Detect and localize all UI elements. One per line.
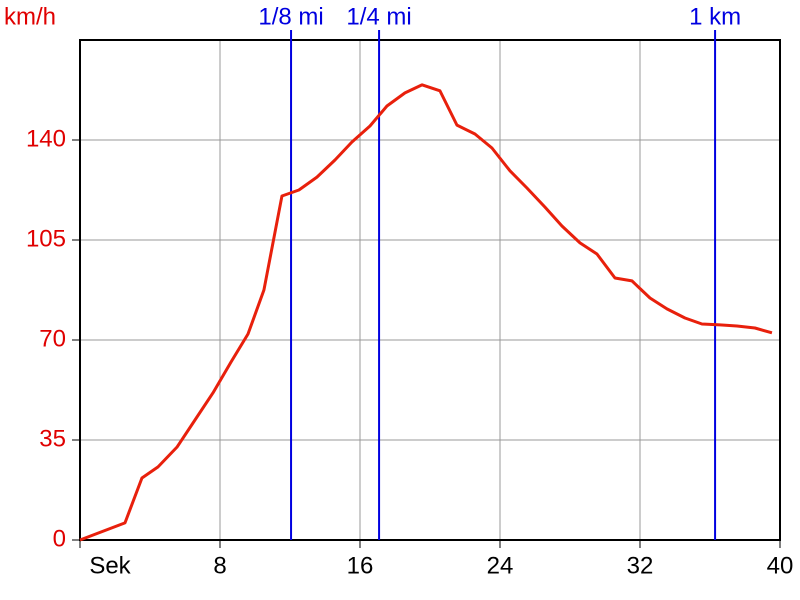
y-tick-label: 140: [26, 125, 66, 152]
x-tick-label: Sek: [89, 552, 131, 579]
plot-frame: [79, 39, 781, 541]
x-tick-label: 24: [487, 552, 514, 579]
x-tick-label: 16: [347, 552, 374, 579]
y-tick-label: 70: [39, 325, 66, 352]
y-axis-label: km/h: [4, 3, 56, 30]
y-tick-label: 105: [26, 225, 66, 252]
distance-marker-label: 1/8 mi: [258, 3, 323, 30]
distance-marker-label: 1 km: [689, 3, 741, 30]
y-tick-label: 0: [53, 525, 66, 552]
distance-marker-label: 1/4 mi: [346, 3, 411, 30]
x-tick-label: 8: [213, 552, 226, 579]
x-tick-label: 40: [767, 552, 794, 579]
speed-line: [79, 83, 773, 542]
x-tick-label: 32: [627, 552, 654, 579]
y-tick-label: 35: [39, 425, 66, 452]
